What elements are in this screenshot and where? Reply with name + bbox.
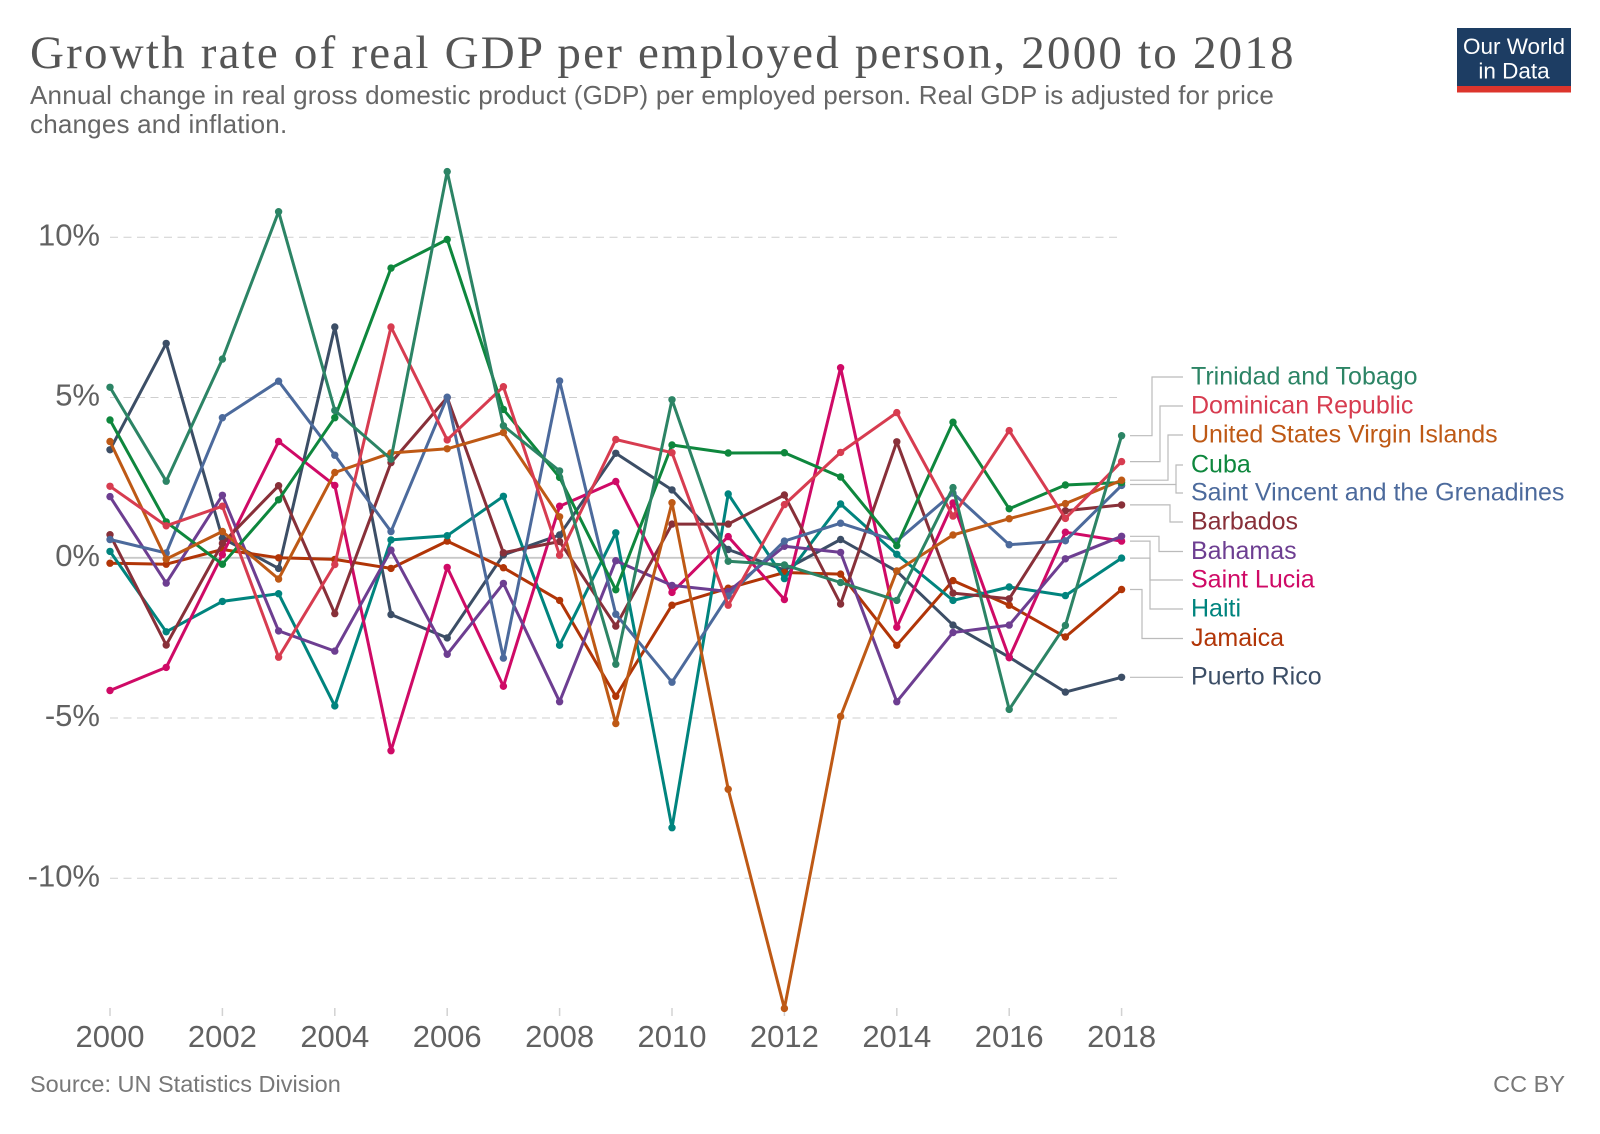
svg-text:in Data: in Data bbox=[1478, 59, 1550, 84]
svg-text:Saint Vincent and the Grenadin: Saint Vincent and the Grenadines bbox=[1191, 479, 1564, 507]
svg-text:Jamaica: Jamaica bbox=[1191, 624, 1284, 652]
svg-text:2000: 2000 bbox=[76, 1019, 145, 1054]
svg-text:2012: 2012 bbox=[750, 1019, 819, 1054]
svg-text:5%: 5% bbox=[55, 378, 100, 413]
svg-text:Source: UN Statistics Division: Source: UN Statistics Division bbox=[30, 1071, 341, 1097]
svg-text:Barbados: Barbados bbox=[1191, 508, 1298, 536]
svg-text:-10%: -10% bbox=[28, 858, 100, 893]
svg-text:2006: 2006 bbox=[413, 1019, 482, 1054]
svg-text:Trinidad and Tobago: Trinidad and Tobago bbox=[1191, 363, 1418, 391]
svg-text:Growth rate of real GDP per em: Growth rate of real GDP per employed per… bbox=[30, 27, 1296, 79]
svg-text:2002: 2002 bbox=[188, 1019, 257, 1054]
svg-text:Annual change in real gross do: Annual change in real gross domestic pro… bbox=[30, 80, 1274, 110]
svg-text:0%: 0% bbox=[55, 538, 100, 573]
svg-text:Cuba: Cuba bbox=[1191, 451, 1251, 479]
svg-text:Haiti: Haiti bbox=[1191, 595, 1241, 623]
svg-text:2004: 2004 bbox=[300, 1019, 369, 1054]
svg-text:2010: 2010 bbox=[638, 1019, 707, 1054]
svg-text:Puerto Rico: Puerto Rico bbox=[1191, 663, 1322, 691]
svg-text:Saint Lucia: Saint Lucia bbox=[1191, 566, 1315, 594]
svg-text:2018: 2018 bbox=[1087, 1019, 1156, 1054]
svg-text:Bahamas: Bahamas bbox=[1191, 537, 1297, 565]
svg-text:-5%: -5% bbox=[45, 698, 100, 733]
svg-text:Our World: Our World bbox=[1463, 34, 1565, 59]
svg-text:10%: 10% bbox=[38, 217, 100, 252]
svg-text:CC BY: CC BY bbox=[1493, 1071, 1565, 1097]
svg-text:2008: 2008 bbox=[525, 1019, 594, 1054]
svg-text:United States Virgin Islands: United States Virgin Islands bbox=[1191, 421, 1498, 449]
svg-text:changes and inflation.: changes and inflation. bbox=[30, 109, 287, 139]
svg-text:Dominican Republic: Dominican Republic bbox=[1191, 392, 1413, 420]
svg-text:2014: 2014 bbox=[862, 1019, 931, 1054]
svg-text:2016: 2016 bbox=[975, 1019, 1044, 1054]
